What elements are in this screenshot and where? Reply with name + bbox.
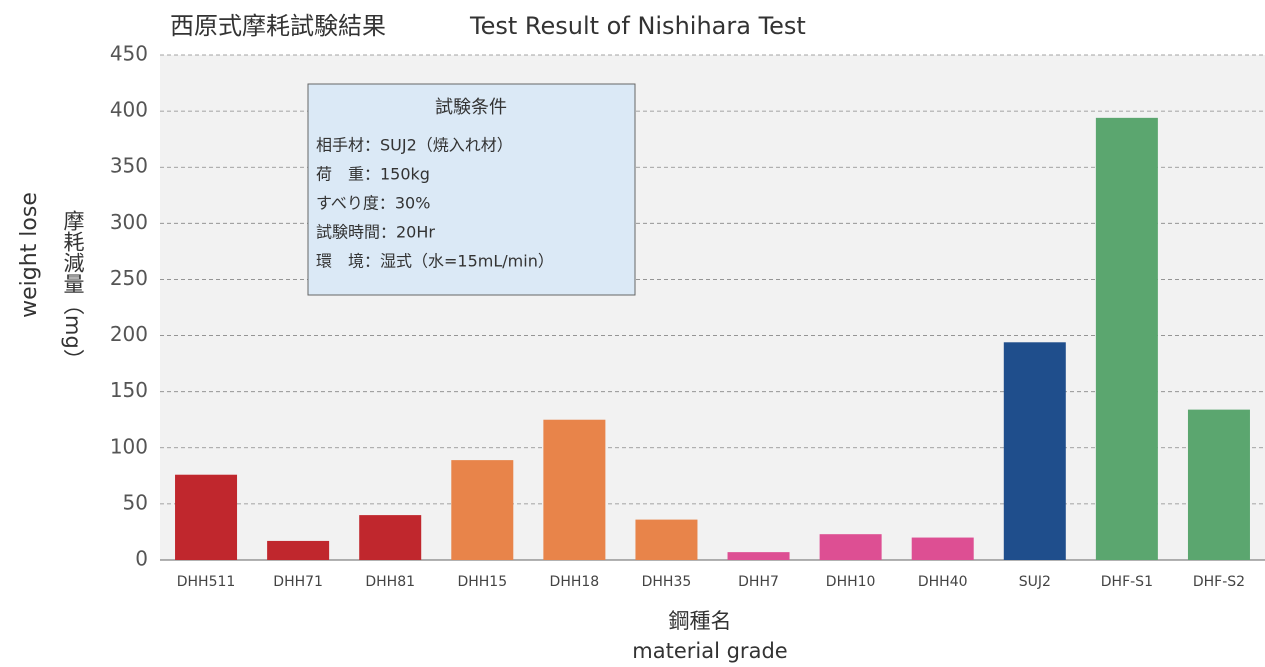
conditions-line: すべり度：30%: [316, 194, 430, 213]
x-tick-label: DHH81: [365, 574, 415, 590]
conditions-line: 荷 重：150kg: [316, 165, 430, 184]
x-tick-label: DHH18: [550, 574, 600, 590]
bar: [727, 552, 790, 560]
bar: [819, 534, 882, 560]
bar: [1187, 409, 1250, 560]
x-tick-label: SUJ2: [1019, 574, 1051, 590]
x-tick-label: DHF-S2: [1193, 574, 1245, 590]
x-tick-label: DHH71: [273, 574, 323, 590]
x-tick-label: DHF-S1: [1101, 574, 1153, 590]
conditions-line: 試験時間：20Hr: [316, 223, 435, 242]
y-tick-label: 200: [110, 322, 148, 346]
x-tick-label: DHH511: [177, 574, 236, 590]
bar: [267, 540, 330, 560]
bar: [359, 515, 422, 560]
conditions-line: 環 境：湿式（水=15mL/min）: [316, 252, 554, 271]
x-tick-label: DHH35: [642, 574, 692, 590]
y-tick-label: 100: [110, 434, 148, 458]
y-tick-label: 150: [110, 378, 148, 402]
bar: [451, 460, 514, 560]
x-tick-label: DHH15: [457, 574, 507, 590]
bar: [635, 519, 698, 560]
conditions-box: [307, 83, 636, 296]
conditions-title: 試験条件: [435, 97, 507, 118]
x-tick-label: DHH10: [826, 574, 876, 590]
bar: [1003, 342, 1066, 560]
bar: [911, 537, 974, 560]
chart-subtitle: Test Result of Nishihara Test: [469, 12, 806, 40]
y-axis-label-jp: 摩耗減量（mg）: [61, 210, 85, 370]
y-tick-label: 450: [110, 42, 148, 66]
x-axis-label: material grade: [632, 639, 787, 663]
y-tick-label: 300: [110, 210, 148, 234]
y-tick-label: 50: [123, 490, 148, 514]
x-tick-label: DHH40: [918, 574, 968, 590]
conditions-line: 相手材：SUJ2（焼入れ材）: [316, 136, 513, 155]
y-tick-label: 0: [135, 547, 148, 571]
x-axis-label-jp: 鋼種名: [669, 609, 732, 633]
y-tick-label: 350: [110, 154, 148, 178]
bar: [543, 419, 606, 560]
chart-title: 西原式摩耗試験結果: [170, 12, 386, 40]
y-tick-label: 400: [110, 98, 148, 122]
y-axis-label: weight lose: [17, 192, 42, 318]
bar: [175, 474, 238, 560]
bar: [1095, 117, 1158, 560]
x-tick-label: DHH7: [738, 574, 779, 590]
y-tick-label: 250: [110, 266, 148, 290]
